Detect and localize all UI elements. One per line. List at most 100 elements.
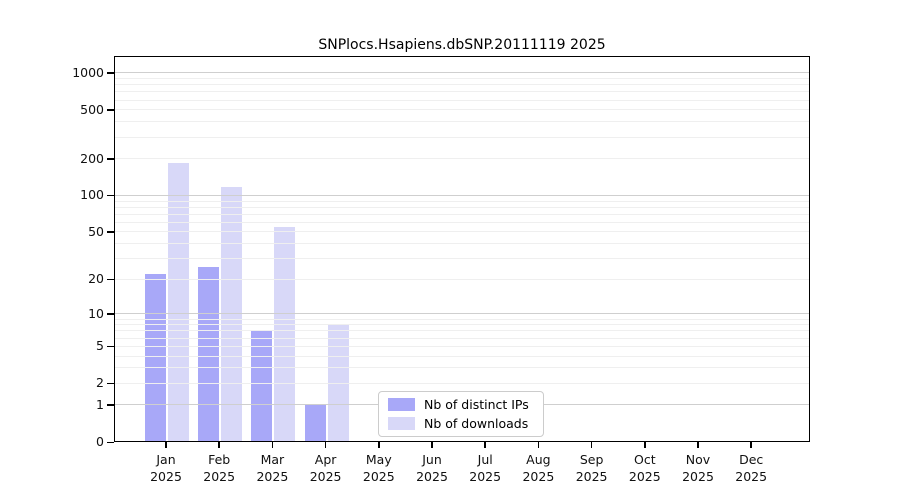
year-label: 2025 bbox=[628, 469, 661, 484]
minor-gridline bbox=[115, 330, 809, 332]
year-label: 2025 bbox=[416, 469, 448, 484]
x-tick-label: Jan 2025 bbox=[134, 451, 198, 485]
x-tick-label: Oct 2025 bbox=[613, 451, 677, 485]
y-tick-mark bbox=[107, 72, 114, 74]
bar-apr-ips bbox=[304, 403, 326, 441]
year-label: 2025 bbox=[575, 469, 608, 484]
major-gridline bbox=[115, 72, 809, 74]
month-label: Aug bbox=[526, 452, 551, 467]
month-label: Feb bbox=[208, 452, 231, 467]
year-label: 2025 bbox=[469, 469, 502, 484]
minor-gridline bbox=[115, 382, 809, 384]
minor-gridline bbox=[115, 200, 809, 202]
minor-gridline bbox=[115, 136, 809, 138]
y-tick-label: 20 bbox=[88, 271, 104, 287]
y-tick-mark bbox=[107, 231, 114, 233]
minor-gridline bbox=[115, 337, 809, 339]
year-label: 2025 bbox=[309, 469, 342, 484]
y-tick-mark bbox=[107, 441, 114, 443]
month-label: Jul bbox=[477, 452, 493, 467]
y-tick-mark bbox=[107, 313, 114, 315]
chart-title: SNPlocs.Hsapiens.dbSNP.20111119 2025 bbox=[318, 37, 606, 53]
minor-gridline bbox=[115, 231, 809, 233]
y-tick-label: 100 bbox=[80, 187, 104, 203]
major-gridline bbox=[115, 194, 809, 196]
major-gridline bbox=[115, 313, 809, 315]
month-label: Dec bbox=[739, 452, 764, 467]
bar-apr-downloads bbox=[327, 323, 349, 441]
y-tick-label: 0 bbox=[96, 434, 104, 449]
x-tick-mark bbox=[750, 441, 752, 448]
x-tick-mark bbox=[431, 441, 433, 448]
x-tick-mark bbox=[537, 441, 540, 448]
y-tick-label: 1 bbox=[96, 396, 104, 412]
x-tick-label: Jul 2025 bbox=[453, 451, 517, 485]
y-tick-label: 50 bbox=[88, 223, 104, 239]
year-label: 2025 bbox=[735, 469, 768, 484]
y-tick-label: 200 bbox=[80, 150, 104, 166]
x-tick-mark bbox=[271, 441, 274, 448]
y-tick-mark bbox=[107, 404, 114, 406]
x-tick-label: May 2025 bbox=[347, 451, 411, 485]
legend-item: Nb of downloads bbox=[388, 416, 534, 431]
minor-gridline bbox=[115, 121, 809, 123]
month-label: Jun bbox=[422, 452, 442, 467]
legend-label: Nb of downloads bbox=[424, 416, 529, 431]
minor-gridline bbox=[115, 221, 809, 223]
minor-gridline bbox=[115, 91, 809, 93]
x-tick-label: Aug 2025 bbox=[506, 451, 570, 485]
x-tick-mark bbox=[378, 441, 380, 448]
minor-gridline bbox=[115, 278, 809, 280]
bar-jan-downloads bbox=[168, 163, 189, 441]
bar-mar-downloads bbox=[274, 226, 296, 441]
gridlines-layer bbox=[115, 57, 809, 441]
minor-gridline bbox=[115, 99, 809, 101]
y-tick-mark bbox=[107, 194, 114, 197]
minor-gridline bbox=[115, 258, 809, 260]
x-tick-mark bbox=[484, 441, 486, 448]
minor-gridline bbox=[115, 345, 809, 347]
x-tick-label: Mar 2025 bbox=[240, 451, 304, 485]
year-label: 2025 bbox=[682, 469, 714, 484]
x-tick-mark bbox=[590, 441, 593, 448]
month-label: Mar bbox=[260, 452, 285, 467]
x-tick-label: Sep 2025 bbox=[560, 451, 624, 485]
month-label: Sep bbox=[579, 452, 604, 467]
minor-gridline bbox=[115, 367, 809, 369]
x-tick-mark bbox=[165, 441, 167, 448]
x-tick-label: Apr 2025 bbox=[294, 451, 358, 485]
legend-swatch-downloads bbox=[388, 417, 415, 430]
y-tick-mark bbox=[107, 158, 114, 160]
y-tick-label: 5 bbox=[96, 338, 104, 354]
month-label: Nov bbox=[685, 452, 711, 467]
minor-gridline bbox=[115, 324, 809, 326]
month-label: Apr bbox=[314, 452, 337, 467]
legend: Nb of distinct IPs Nb of downloads bbox=[378, 391, 544, 437]
x-tick-mark bbox=[697, 441, 699, 448]
x-tick-mark bbox=[218, 441, 220, 448]
y-tick-label: 10 bbox=[88, 305, 104, 321]
year-label: 2025 bbox=[150, 469, 182, 484]
legend-label: Nb of distinct IPs bbox=[424, 397, 529, 412]
month-label: May bbox=[365, 452, 392, 467]
minor-gridline bbox=[115, 84, 809, 86]
year-label: 2025 bbox=[203, 469, 236, 484]
y-tick-mark bbox=[107, 109, 114, 111]
month-label: Oct bbox=[633, 452, 656, 467]
y-tick-mark bbox=[107, 345, 114, 348]
x-tick-label: Dec 2025 bbox=[719, 451, 783, 485]
y-tick-label: 500 bbox=[80, 101, 104, 117]
minor-gridline bbox=[115, 206, 809, 208]
month-label: Jan bbox=[156, 452, 176, 467]
plot-area bbox=[114, 56, 810, 442]
bar-mar-ips bbox=[251, 329, 273, 441]
bar-feb-ips bbox=[198, 266, 220, 441]
x-tick-label: Feb 2025 bbox=[187, 451, 251, 485]
y-tick-label: 1000 bbox=[72, 64, 104, 80]
year-label: 2025 bbox=[362, 469, 395, 484]
minor-gridline bbox=[115, 355, 809, 357]
minor-gridline bbox=[115, 213, 809, 215]
bar-jan-ips bbox=[145, 273, 166, 441]
x-tick-mark bbox=[324, 441, 327, 448]
